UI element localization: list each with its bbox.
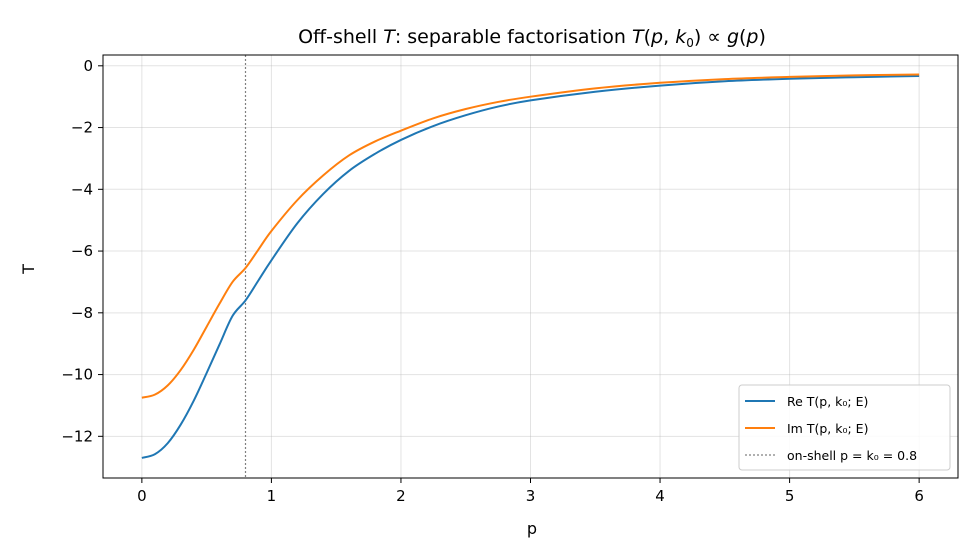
x-tick-label: 1 <box>267 487 277 505</box>
x-axis-label: p <box>527 519 537 538</box>
x-tick-label: 5 <box>785 487 795 505</box>
y-tick-label: 0 <box>83 57 93 75</box>
y-tick-label: −2 <box>71 119 93 137</box>
y-tick-label: −6 <box>71 242 93 260</box>
y-tick-label: −4 <box>71 180 93 198</box>
legend-box <box>738 384 951 471</box>
x-tick-label: 6 <box>914 487 924 505</box>
series-lines <box>141 73 920 459</box>
legend-entry: Re T(p, k₀; E) <box>787 394 868 409</box>
chart-title: Off-shell T: separable factorisation T(p… <box>298 26 766 50</box>
y-axis-label: T <box>19 264 38 275</box>
x-tick-label: 2 <box>396 487 406 505</box>
y-tick-label: −8 <box>71 304 93 322</box>
x-tick-label: 3 <box>526 487 536 505</box>
y-tick-label: −10 <box>61 366 93 384</box>
x-tick-label: 0 <box>137 487 147 505</box>
y-tick-label: −12 <box>61 427 93 445</box>
x-ticks: 0 1 2 3 4 5 6 <box>137 478 924 505</box>
x-tick-label: 4 <box>655 487 665 505</box>
series-line-re <box>141 75 920 459</box>
legend-entry: on-shell p = k₀ = 0.8 <box>787 448 917 463</box>
legend-entry: Im T(p, k₀; E) <box>787 421 868 436</box>
legend: Re T(p, k₀; E) Im T(p, k₀; E) on-shell p =… <box>738 384 951 471</box>
y-ticks: 0 −2 −4 −6 −8 −10 −12 <box>61 57 103 445</box>
series-line-im <box>141 73 920 399</box>
